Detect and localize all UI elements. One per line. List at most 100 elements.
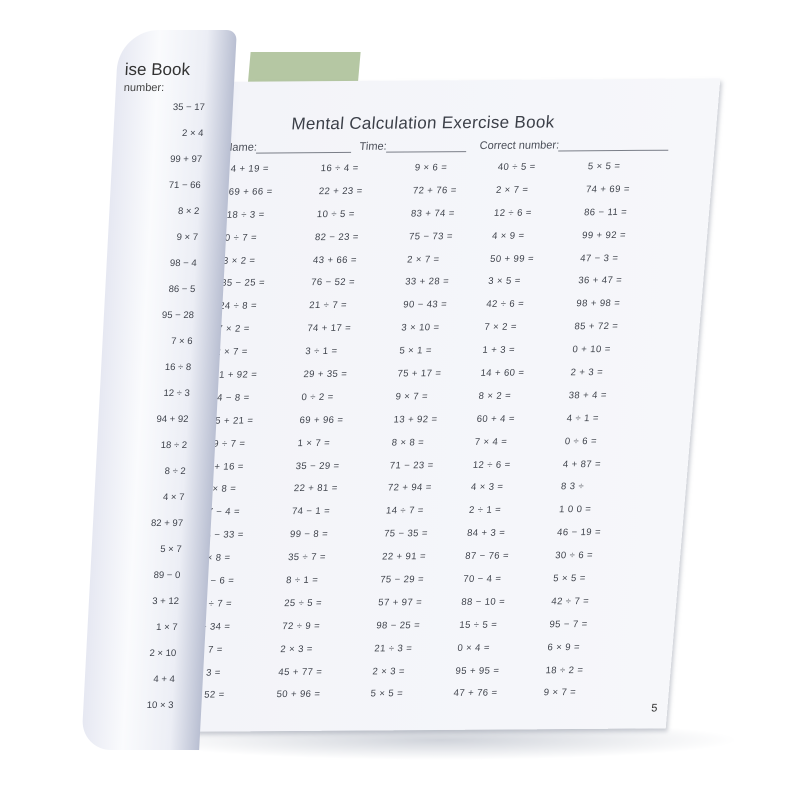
exercise-item: 15 ÷ 5 = (458, 619, 498, 631)
exercise-item: 0 ÷ 6 = (564, 435, 598, 447)
exercise-column: 40 ÷ 5 = 2 × 7 = 12 ÷ 6 = 4 × 9 = 50 + 99 = 3… (452, 162, 542, 712)
left-exercise-item: 8 ÷ 2 (164, 466, 187, 477)
exercise-item: 22 + 91 = (381, 551, 427, 563)
left-exercise-item: 10 × 3 (146, 700, 174, 711)
exercise-item: 5 × 5 = (552, 573, 587, 585)
left-exercise-item: 89 − 0 (153, 570, 181, 581)
exercise-item: 3 × 2 = (222, 255, 256, 267)
left-exercise-item: 8 × 2 (177, 206, 200, 217)
exercise-item: 98 + 98 = (575, 298, 621, 310)
exercise-item: 43 + 66 = (312, 254, 358, 266)
exercise-item: 72 + 94 = (387, 482, 433, 494)
left-exercise-item: 98 − 4 (169, 258, 197, 269)
page-title: Mental Calculation Exercise Book (290, 112, 556, 134)
exercise-item: 14 + 60 = (480, 367, 525, 379)
exercise-item: 0 ÷ 7 = (224, 232, 258, 244)
exercise-item: 7 × 2 = (483, 321, 518, 334)
exercise-item: 71 − 23 = (389, 459, 435, 472)
exercise-item: 8 ÷ 1 = (285, 574, 319, 587)
exercise-item: 70 − 4 = (462, 573, 502, 585)
exercise-item: 74 + 17 = (306, 323, 352, 335)
exercise-item: 18 ÷ 3 = (226, 209, 266, 221)
time-label: Time: (359, 140, 388, 153)
exercise-item: 72 ÷ 9 = (281, 620, 321, 632)
exercise-item: 5 × 5 = (370, 688, 404, 700)
exercise-item: 82 − 23 = (314, 231, 360, 243)
exercise-item: 4 + 87 = (562, 458, 602, 470)
left-label-fragment: number: (123, 82, 165, 94)
exercise-item: 45 + 77 = (277, 666, 323, 678)
exercise-item: 4 × 3 = (470, 482, 504, 494)
left-title-fragment: ise Book (124, 60, 191, 79)
exercise-item: 2 × 7 = (214, 346, 249, 358)
exercise-item: 36 + 47 = (577, 275, 623, 287)
exercise-item: 35 ÷ 7 = (287, 551, 327, 564)
left-exercise-item: 4 + 4 (153, 674, 176, 685)
exercise-item: 47 + 76 = (453, 688, 498, 700)
exercise-item: 84 + 3 = (466, 527, 506, 540)
exercise-item: 95 + 95 = (455, 665, 500, 677)
exercise-item: 3 × 10 = (400, 322, 440, 334)
exercise-item: 47 − 3 = (579, 252, 619, 264)
exercise-item: 2 × 3 = (372, 665, 406, 678)
exercise-column: 5 × 5 = 74 + 69 = 86 − 11 = 99 + 92 = 47 − 3… (542, 161, 632, 711)
exercise-item: 42 ÷ 6 = (485, 298, 525, 311)
exercise-item: 75 − 73 = (408, 230, 454, 243)
time-field: Time: (359, 140, 468, 153)
exercise-item: 14 ÷ 7 = (385, 505, 425, 517)
exercise-item: 22 + 81 = (293, 483, 339, 495)
exercise-item: 90 − 43 = (402, 299, 448, 311)
exercise-item: 46 − 19 = (556, 527, 602, 539)
exercise-item: 69 + 96 = (299, 414, 344, 426)
name-line (256, 141, 353, 154)
exercise-item: 4 × 9 = (491, 230, 525, 242)
left-exercise-item: 12 ÷ 3 (163, 388, 191, 399)
exercise-item: 69 + 66 = (228, 186, 273, 198)
exercise-item: 9 × 7 = (395, 391, 429, 403)
exercise-column: 9 × 6 = 72 + 76 = 83 + 74 = 75 − 73 = 2 × 7 … (369, 162, 459, 712)
left-exercise-item: 35 − 17 (172, 102, 206, 113)
exercise-item: 5 × 1 = (398, 345, 433, 357)
exercise-item: 4 + 19 = (230, 163, 270, 175)
left-exercise-item: 94 + 92 (156, 414, 189, 425)
left-exercise-item: 1 × 7 (155, 622, 178, 633)
exercise-item: 85 + 72 = (573, 321, 619, 333)
left-exercise-item: 2 × 10 (149, 648, 177, 659)
exercise-item: 2 × 7 = (406, 253, 440, 266)
exercise-item: 10 ÷ 5 = (316, 208, 356, 220)
exercise-item: 22 + 23 = (318, 185, 364, 197)
exercise-item: 8 3 ÷ (560, 481, 585, 493)
exercise-item: 1 × 7 = (297, 437, 331, 449)
exercise-item: 9 × 7 = (543, 687, 577, 699)
left-exercise-item: 3 + 12 (151, 596, 180, 607)
exercise-item: 30 ÷ 6 = (554, 550, 594, 562)
exercise-item: 3 × 5 = (487, 276, 522, 288)
exercise-item: 83 + 74 = (410, 207, 456, 220)
name-field: Name: (224, 141, 353, 154)
exercise-item: 2 × 3 = (279, 643, 314, 655)
exercise-item: 7 × 4 = (474, 436, 508, 448)
exercise-item: 12 ÷ 6 = (472, 459, 512, 471)
exercise-item: 6 × 9 = (547, 641, 581, 653)
exercise-column: 16 ÷ 4 = 22 + 23 = 10 ÷ 5 = 82 − 23 = 43 + 6… (275, 163, 365, 713)
exercise-item: 75 − 35 = (383, 528, 429, 540)
exercise-item: 9 × 6 = (414, 162, 448, 174)
exercise-item: 13 + 92 = (393, 413, 438, 426)
exercise-item: 24 ÷ 8 = (218, 300, 258, 313)
exercise-item: 29 + 35 = (302, 368, 348, 381)
exercise-item: 25 ÷ 5 = (283, 597, 323, 610)
exercise-item: 5 × 5 = (587, 161, 621, 173)
exercise-item: 16 ÷ 4 = (320, 162, 359, 175)
exercise-item: 1 0 0 = (558, 504, 592, 516)
left-exercise-item: 82 + 97 (150, 518, 184, 529)
exercise-item: 76 − 52 = (310, 277, 356, 289)
exercise-item: 1 + 3 = (481, 344, 516, 356)
exercise-item: 7 × 2 = (216, 323, 251, 335)
left-exercise-item: 9 × 7 (176, 232, 199, 243)
correct-field: Correct number: (479, 139, 670, 152)
left-exercise-item: 95 − 28 (161, 310, 195, 321)
exercise-item: 99 + 92 = (581, 229, 627, 241)
right-page: Mental Calculation Exercise Book Name: T… (145, 78, 721, 732)
exercise-item: 2 + 3 = (570, 367, 604, 379)
exercise-item: 75 + 17 = (397, 368, 442, 380)
